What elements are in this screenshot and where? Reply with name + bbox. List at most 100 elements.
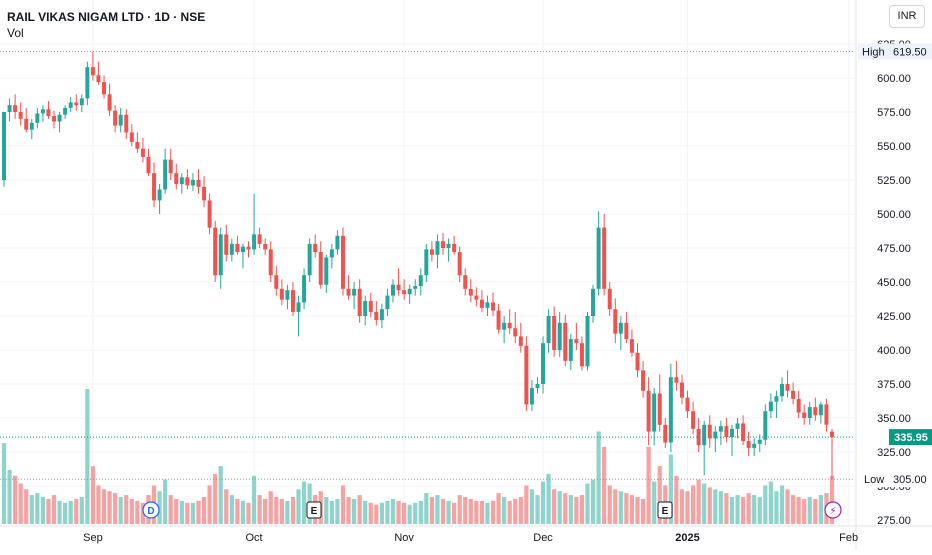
volume-bar[interactable] [513,498,518,524]
candle-body[interactable] [496,310,501,330]
candle-body[interactable] [296,302,301,312]
volume-bar[interactable] [246,502,251,524]
candle-body[interactable] [357,288,362,316]
candle-body[interactable] [652,393,657,432]
volume-bar[interactable] [640,498,646,524]
candle-body[interactable] [252,234,257,250]
volume-bar[interactable] [707,487,712,524]
volume-bar[interactable] [196,500,201,524]
candle-body[interactable] [363,301,368,316]
volume-bar[interactable] [674,475,679,524]
candle-body[interactable] [90,67,95,76]
volume-bar[interactable] [240,500,246,524]
candle-body[interactable] [57,114,62,122]
candle-body[interactable] [202,186,207,201]
candle-body[interactable] [207,200,212,228]
candle-body[interactable] [641,370,646,391]
volume-bar[interactable] [518,497,523,524]
volume-bar[interactable] [185,502,190,524]
candle-body[interactable] [824,404,829,425]
candle-body[interactable] [279,288,284,300]
candle-body[interactable] [429,249,434,255]
volume-bar[interactable] [407,504,412,524]
candle-body[interactable] [318,252,323,285]
volume-bar[interactable] [124,495,129,524]
volume-bar[interactable] [324,497,329,524]
candle-body[interactable] [624,322,629,340]
volume-bar[interactable] [540,481,546,524]
candle-body[interactable] [274,275,279,289]
candle-body[interactable] [7,105,12,112]
volume-bar[interactable] [579,495,585,524]
candle-body[interactable] [718,426,723,432]
volume-bar[interactable] [51,495,57,524]
volume-bar[interactable] [346,497,351,524]
volume-bar[interactable] [13,475,18,524]
volume-bar[interactable] [618,491,623,524]
volume-bar[interactable] [218,466,223,524]
candle-body[interactable] [152,173,157,201]
candle-body[interactable] [18,112,23,119]
candle-body[interactable] [190,180,195,186]
volume-bar[interactable] [796,497,801,524]
volume-bar[interactable] [207,485,212,524]
volume-bar[interactable] [596,431,601,524]
volume-bar[interactable] [629,495,635,524]
volume-bar[interactable] [635,497,640,524]
candle-body[interactable] [818,404,823,416]
volume-bar[interactable] [413,502,418,524]
volume-bar[interactable] [24,489,29,524]
candle-body[interactable] [40,109,45,114]
candle-body[interactable] [574,339,579,344]
volume-bar[interactable] [90,466,96,524]
candle-body[interactable] [446,243,451,248]
volume-bar[interactable] [685,491,690,524]
candle-body[interactable] [463,275,468,289]
candle-body[interactable] [713,431,718,439]
volume-bar[interactable] [79,497,84,524]
volume-bar[interactable] [263,498,268,524]
candle-body[interactable] [329,249,334,258]
candle-body[interactable] [390,284,395,296]
volume-bar[interactable] [602,446,607,524]
volume-bar[interactable] [746,493,751,524]
volume-bar[interactable] [690,485,696,524]
candle-body[interactable] [685,397,690,412]
volume-bar[interactable] [379,502,384,524]
volume-bar[interactable] [363,500,368,524]
volume-bar[interactable] [735,495,740,524]
candle-body[interactable] [646,390,651,432]
volume-bar[interactable] [85,389,90,524]
candle-body[interactable] [196,180,201,187]
volume-bar[interactable] [724,493,729,524]
candle-body[interactable] [424,249,429,276]
volume-bar[interactable] [485,502,490,524]
candle-body[interactable] [785,384,790,391]
volume-bar[interactable] [274,497,279,524]
candle-body[interactable] [518,336,523,346]
candle-body[interactable] [46,109,51,117]
volume-bar[interactable] [652,481,657,524]
candle-body[interactable] [79,98,84,106]
candle-body[interactable] [235,243,240,253]
candle-body[interactable] [618,322,623,334]
candle-body[interactable] [479,299,484,308]
volume-bar[interactable] [374,504,379,524]
volume-bar[interactable] [463,497,468,524]
volume-bar[interactable] [335,498,340,524]
volume-bar[interactable] [424,493,429,524]
volume-bar[interactable] [740,497,746,524]
candle-body[interactable] [63,107,68,115]
candle-body[interactable] [524,345,529,405]
candle-body[interactable] [68,102,73,108]
candle-body[interactable] [157,189,162,201]
symbol-title[interactable]: RAIL VIKAS NIGAM LTD · 1D · NSE [7,10,206,24]
volume-bar[interactable] [179,500,184,524]
volume-bar[interactable] [679,489,685,524]
candle-body[interactable] [441,241,446,248]
candle-body[interactable] [452,243,457,253]
candle-body[interactable] [352,288,357,296]
volume-bar[interactable] [46,498,51,524]
candle-body[interactable] [85,67,90,99]
